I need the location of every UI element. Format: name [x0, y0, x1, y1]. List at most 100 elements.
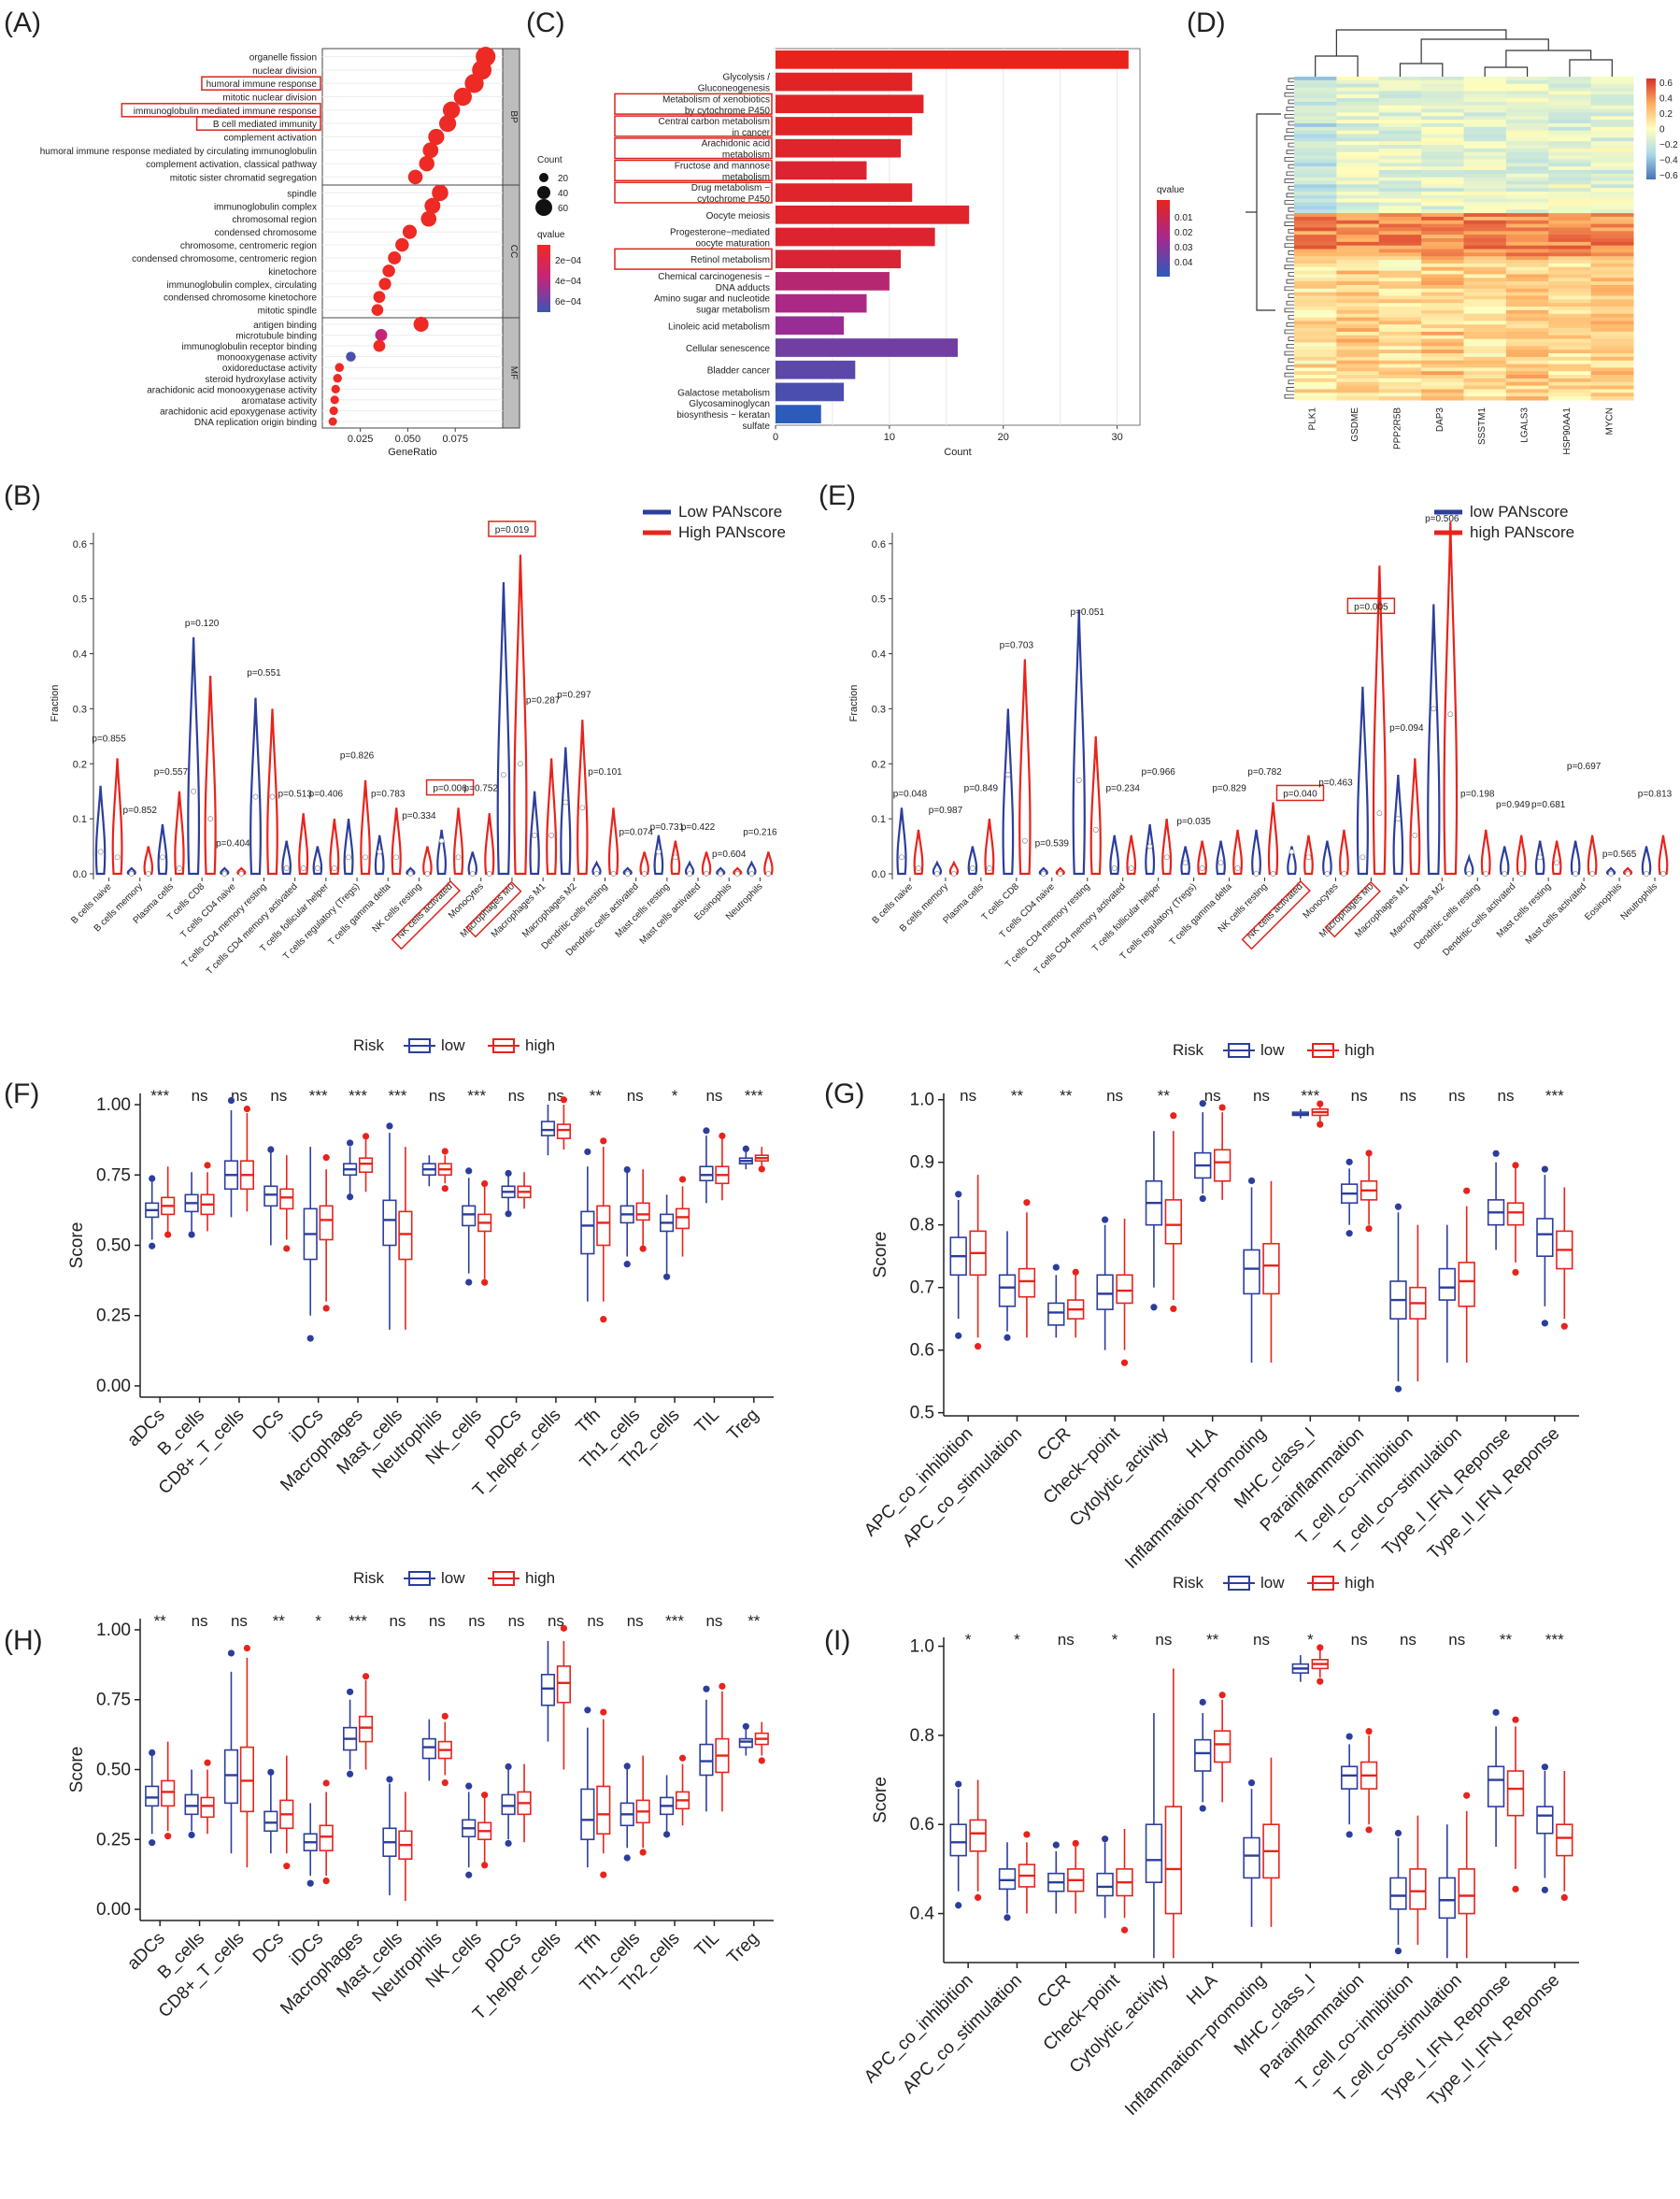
- heatmap-cell: [1548, 192, 1592, 196]
- heatmap-cell: [1421, 303, 1464, 307]
- heatmap-cell: [1548, 188, 1592, 193]
- kegg-term-label: Progesterone−mediated: [670, 228, 770, 238]
- outlier-point: [1218, 1104, 1226, 1111]
- heatmap-cell: [1548, 389, 1592, 393]
- column-dendrogram-branch: [1569, 59, 1613, 77]
- outlier-point: [164, 1833, 172, 1840]
- panel-letter-i: (I): [824, 1625, 850, 1656]
- heatmap-cell: [1378, 393, 1422, 397]
- heatmap-cell: [1421, 245, 1464, 250]
- heatmap-cell: [1590, 188, 1634, 193]
- heatmap-cell: [1421, 101, 1464, 107]
- violin-median-dot: [1253, 871, 1260, 877]
- heatmap-cell: [1294, 184, 1337, 189]
- category-label: Mast cells activated: [1524, 881, 1588, 946]
- heatmap-cell: [1336, 249, 1380, 253]
- heatmap-cell: [1336, 313, 1380, 319]
- y-tick-label: 0.4: [872, 650, 886, 661]
- heatmap-cell: [1294, 169, 1337, 175]
- heatmap-cell: [1548, 266, 1592, 272]
- row-dendrogram-branch: [1286, 387, 1294, 392]
- kegg-bar: [776, 72, 913, 92]
- outlier-point: [623, 1165, 631, 1174]
- significance-label: ***: [1301, 1087, 1319, 1105]
- heatmap-cell: [1463, 353, 1507, 358]
- heatmap-cell: [1294, 235, 1337, 239]
- heatmap-cell: [1590, 328, 1634, 333]
- heatmap-cell: [1590, 331, 1634, 336]
- heatmap-cell: [1336, 112, 1380, 117]
- heatmap-cell: [1294, 194, 1337, 200]
- heatmap-cell: [1294, 274, 1337, 278]
- box-iqr: [319, 1824, 334, 1852]
- outlier-point: [1492, 1149, 1500, 1157]
- heatmap-cell: [1421, 295, 1464, 300]
- box-iqr: [1243, 1836, 1260, 1879]
- heatmap-cell: [1294, 151, 1337, 157]
- panel-letter-c: (C): [526, 7, 565, 38]
- heatmap-cell: [1336, 292, 1380, 297]
- heatmap-cell: [1590, 126, 1634, 132]
- violin-median-dot: [393, 854, 400, 861]
- violin-shape: [174, 791, 185, 876]
- heatmap-cell: [1294, 223, 1337, 228]
- heatmap-cell: [1294, 166, 1337, 171]
- significance-label: ns: [1448, 1087, 1465, 1105]
- violin-shape: [913, 829, 924, 876]
- p-value-label: p=0.849: [964, 784, 999, 794]
- outlier-point: [662, 1273, 671, 1280]
- facet-strip-label: BP: [508, 110, 519, 123]
- go-term-dot: [328, 417, 337, 426]
- go-term-dot: [422, 142, 439, 159]
- heatmap-cell: [1505, 231, 1549, 236]
- heatmap-cell: [1590, 235, 1634, 239]
- heatmap-cell: [1294, 331, 1337, 336]
- heatmap-cell: [1378, 331, 1422, 336]
- y-tick-label: 0.6: [910, 1341, 934, 1361]
- outlier-point: [386, 1776, 393, 1783]
- outlier-point: [1394, 1948, 1402, 1955]
- box-iqr: [1458, 1868, 1475, 1915]
- highlight-box: [391, 879, 462, 950]
- heatmap-cell: [1505, 313, 1549, 319]
- heatmap-cell: [1548, 249, 1592, 253]
- row-dendrogram-branch: [1288, 358, 1294, 364]
- heatmap-cell: [1548, 77, 1592, 81]
- heatmap-legend-label: −0.6: [1659, 171, 1678, 181]
- column-dendrogram-branch: [1420, 38, 1549, 64]
- heatmap-cell: [1378, 288, 1422, 293]
- heatmap-cell: [1294, 120, 1337, 124]
- violin-median-dot: [300, 865, 306, 872]
- go-term-dot: [442, 101, 461, 120]
- box-iqr: [358, 1715, 374, 1743]
- heatmap-cell: [1463, 252, 1507, 257]
- heatmap-cell: [1505, 270, 1549, 275]
- y-tick-label: 0.8: [910, 1216, 934, 1235]
- heatmap-cell: [1590, 155, 1634, 160]
- heatmap-cell: [1294, 188, 1337, 193]
- heatmap-cell: [1548, 324, 1592, 329]
- heatmap-cell: [1548, 180, 1592, 185]
- significance-label: ***: [309, 1087, 328, 1105]
- violin-median-dot: [765, 871, 772, 877]
- outlier-point: [1512, 1162, 1519, 1169]
- heatmap-cell: [1590, 367, 1634, 372]
- y-tick-label: 1.0: [910, 1091, 934, 1110]
- outlier-point: [600, 1708, 607, 1716]
- go-term-label: B cell mediated immunity: [213, 120, 317, 130]
- violin-median-dot: [314, 865, 320, 872]
- heatmap-cell: [1421, 169, 1464, 175]
- heatmap-cell: [1421, 184, 1464, 189]
- heatmap-cell: [1548, 79, 1592, 85]
- legend-label: high: [525, 1569, 555, 1587]
- significance-label: ***: [1545, 1087, 1564, 1105]
- go-term-label: humoral immune response: [206, 79, 318, 90]
- p-value-label: p=0.681: [1531, 800, 1566, 810]
- heatmap-cell: [1505, 278, 1549, 282]
- significance-label: **: [273, 1612, 286, 1630]
- violin-shape: [529, 791, 540, 876]
- heatmap-cell: [1336, 227, 1380, 232]
- violin-median-dot: [1395, 816, 1402, 822]
- kegg-term-label: Fructose and mannose: [675, 161, 771, 171]
- heatmap-cell: [1463, 209, 1507, 214]
